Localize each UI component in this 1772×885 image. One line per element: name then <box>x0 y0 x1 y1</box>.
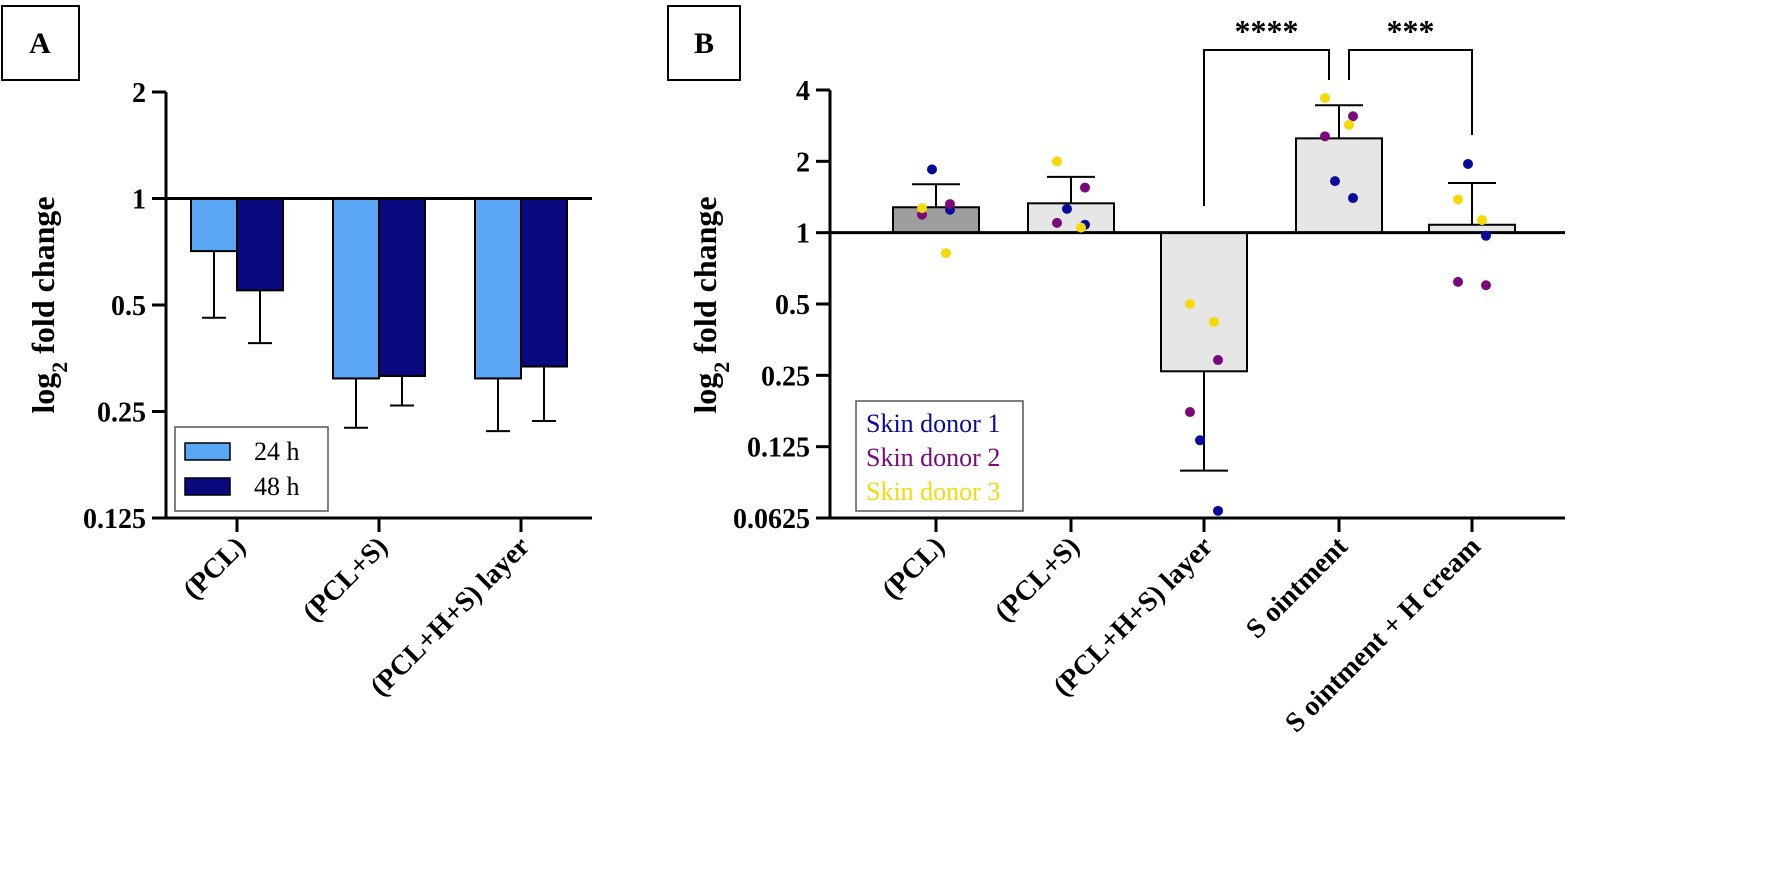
panel-b-legend-label: Skin donor 1 <box>866 409 1000 438</box>
panel-a-plot: 0.125 0.25 0.5 1 2 (PCL) (PCL+S)(PCL+H+S) laye… <box>83 78 592 703</box>
panel-a-y-tick-label: 0.125 <box>83 504 146 535</box>
panel-b: B log2 fold change 0.0625 0.125 0.25 0.5 1 2 4… <box>667 5 1565 739</box>
panel-a-legend-swatch <box>184 442 231 461</box>
panel-b-data-point <box>1209 316 1219 327</box>
panel-b-label: B <box>694 27 714 60</box>
panel-b-bar <box>892 206 980 234</box>
panel-a-x-tick-label: (PCL+H+S) layer <box>364 531 536 703</box>
panel-b-data-point <box>1453 276 1463 287</box>
panel-b-data-point <box>1062 203 1072 214</box>
panel-b-data-point <box>1453 194 1463 205</box>
panel-b-significance-bracket <box>1203 49 1330 206</box>
panel-a-legend-label: 48 h <box>254 472 300 501</box>
panel-a-bar <box>520 197 568 368</box>
panel-b-y-tick-label: 0.25 <box>761 361 810 392</box>
panel-b-data-point <box>917 203 927 214</box>
panel-b-x-tick-label: (PCL+S) <box>989 531 1086 628</box>
panel-a-y-tick-label: 2 <box>132 78 146 109</box>
panel-b-data-point <box>1481 230 1491 241</box>
panel-b-data-point <box>945 199 955 210</box>
panel-b-legend-label: Skin donor 2 <box>866 443 1000 472</box>
panel-b-significance-bracket <box>1348 49 1473 135</box>
panel-a-y-tick-label: 0.5 <box>111 291 146 322</box>
panel-b-data-point <box>1330 176 1340 187</box>
panel-b-data-point <box>1080 182 1090 193</box>
panel-b-legend-box <box>855 400 1024 512</box>
panel-b-y-tick-label: 0.125 <box>747 433 810 464</box>
panel-b-significance-label: *** <box>1387 13 1435 49</box>
panel-a-bar <box>474 197 522 380</box>
panel-b-data-point <box>1076 222 1086 233</box>
panel-b-data-point <box>1320 93 1330 104</box>
panel-a-bar <box>332 197 380 380</box>
panel-b-data-point <box>1052 156 1062 167</box>
panel-a: A log2 fold change 0.125 0.25 0.5 1 2 (PCL) (P… <box>1 5 592 703</box>
panel-b-bar <box>1160 231 1248 373</box>
panel-a-y-tick-label: 1 <box>132 185 146 216</box>
panel-b-data-point <box>1213 355 1223 366</box>
panel-a-bar <box>236 197 284 292</box>
panel-a-y-tick-label: 0.25 <box>97 398 146 429</box>
panel-b-significance-label: **** <box>1235 13 1299 49</box>
panel-b-data-point <box>1348 193 1358 204</box>
panel-b-data-point <box>1481 280 1491 291</box>
panel-b-legend-label: Skin donor 3 <box>866 477 1000 506</box>
panel-b-y-tick-label: 1 <box>796 219 810 250</box>
panel-b-data-point <box>1348 111 1358 122</box>
panel-b-data-point <box>1344 119 1354 130</box>
panel-b-label-box <box>667 5 741 81</box>
panel-b-y-tick-label: 2 <box>796 147 810 178</box>
panel-b-data-point <box>1477 215 1487 226</box>
panel-a-label-box <box>1 5 80 81</box>
panel-b-data-point <box>1320 131 1330 142</box>
panel-b-data-point <box>1463 158 1473 169</box>
panel-b-data-point <box>1195 435 1205 446</box>
panel-a-bar <box>378 197 426 377</box>
panel-a-x-tick-label: (PCL) <box>177 531 252 606</box>
panel-a-bar <box>190 197 238 253</box>
panel-b-y-tick-label: 4 <box>796 76 810 107</box>
panel-b-bar <box>1295 137 1383 234</box>
panel-b-data-point <box>1052 217 1062 228</box>
panel-a-legend-box <box>174 426 329 512</box>
panel-a-x-tick-label: (PCL+S) <box>297 531 394 628</box>
panel-b-data-point <box>927 164 937 175</box>
panel-b-x-tick-label: S ointment <box>1240 531 1354 645</box>
panel-b-y-tick-label: 0.5 <box>775 290 810 321</box>
panel-b-data-point <box>941 248 951 259</box>
panel-b-data-point <box>1213 505 1223 516</box>
panel-b-data-point <box>1185 299 1195 309</box>
panel-b-y-axis-label: log2 fold change <box>687 196 734 413</box>
panel-a-label: A <box>29 27 51 60</box>
panel-a-legend-swatch <box>184 477 231 496</box>
panel-b-x-tick-label: (PCL) <box>876 531 951 606</box>
panel-a-y-axis-label: log2 fold change <box>25 196 72 413</box>
panel-a-legend-label: 24 h <box>254 437 300 466</box>
panel-b-data-point <box>1185 407 1195 418</box>
panel-b-y-tick-label: 0.0625 <box>733 504 810 535</box>
